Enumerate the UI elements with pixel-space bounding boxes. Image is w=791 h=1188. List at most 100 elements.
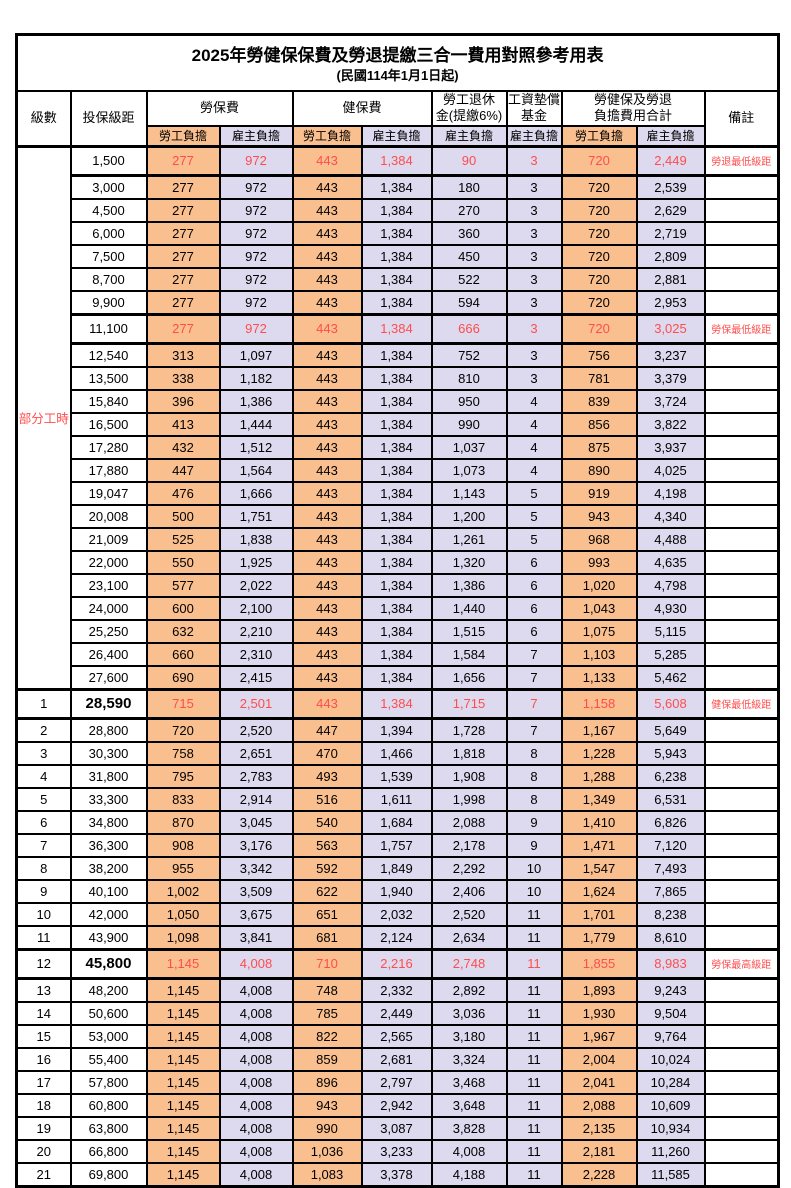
- cell-health-employee: 443: [291, 220, 363, 246]
- cell-wage-fund-employer: 11: [505, 947, 563, 980]
- cell-health-employee: 1,036: [291, 1138, 363, 1164]
- cell-health-employer: 1,539: [360, 763, 433, 789]
- cell-pension-employer: 594: [430, 289, 508, 315]
- cell-remark: [703, 434, 780, 460]
- cell-health-employer: 1,384: [360, 365, 433, 391]
- cell-total-employer: 6,826: [635, 809, 706, 835]
- cell-labor-employee: 660: [145, 641, 221, 667]
- cell-pension-employer: 2,520: [430, 901, 508, 927]
- cell-labor-employee: 476: [145, 480, 221, 506]
- cell-remark: [703, 480, 780, 506]
- cell-labor-employer: 2,022: [218, 572, 294, 598]
- cell-wage-fund-employer: 4: [505, 457, 563, 483]
- cell-health-employer: 1,384: [360, 220, 433, 246]
- cell-remark: [703, 832, 780, 858]
- cell-labor-employer: 972: [218, 312, 294, 345]
- cell-health-employee: 443: [291, 664, 363, 690]
- cell-health-employer: 1,384: [360, 457, 433, 483]
- cell-remark: [703, 1023, 780, 1049]
- cell-total-employer: 7,120: [635, 832, 706, 858]
- cell-level: 6: [15, 809, 72, 835]
- table-row: 9 40,100 1,002 3,509 622 1,940 2,406 10 1,624 7,8…: [15, 878, 780, 904]
- cell-labor-employer: 1,838: [218, 526, 294, 552]
- cell-labor-employee: 277: [145, 266, 221, 292]
- cell-labor-employee: 1,098: [145, 924, 221, 950]
- header-pension: 勞工退休 金(提繳6%): [430, 90, 508, 127]
- cell-pension-employer: 1,908: [430, 763, 508, 789]
- cell-remark: [703, 786, 780, 812]
- cell-total-employer: 10,024: [635, 1046, 706, 1072]
- cell-total-employee: 1,288: [560, 763, 638, 789]
- cell-remark: [703, 289, 780, 315]
- cell-health-employee: 443: [291, 342, 363, 368]
- cell-total-employee: 919: [560, 480, 638, 506]
- cell-labor-employee: 1,145: [145, 1069, 221, 1095]
- cell-bracket: 66,800: [69, 1138, 148, 1164]
- cell-bracket: 12,540: [69, 342, 148, 368]
- cell-total-employee: 943: [560, 503, 638, 529]
- cell-health-employer: 1,384: [360, 526, 433, 552]
- cell-remark: [703, 664, 780, 690]
- cell-health-employee: 943: [291, 1092, 363, 1118]
- cell-bracket: 36,300: [69, 832, 148, 858]
- cell-remark: [703, 220, 780, 246]
- cell-bracket: 55,400: [69, 1046, 148, 1072]
- cell-level: 8: [15, 855, 72, 881]
- cell-total-employee: 720: [560, 197, 638, 223]
- cell-bracket: 23,100: [69, 572, 148, 598]
- cell-remark: 勞退最低級距: [703, 144, 780, 177]
- cell-labor-employer: 1,751: [218, 503, 294, 529]
- cell-total-employer: 3,379: [635, 365, 706, 391]
- cell-labor-employer: 4,008: [218, 1000, 294, 1026]
- header-wage-fund-line2: 基金: [520, 108, 547, 124]
- cell-wage-fund-employer: 6: [505, 618, 563, 644]
- table-row: 25,250 632 2,210 443 1,384 1,515 6 1,075 5,115: [17, 618, 780, 644]
- cell-total-employer: 2,449: [635, 144, 706, 177]
- cell-total-employer: 2,953: [635, 289, 706, 315]
- cell-health-employer: 1,384: [360, 434, 433, 460]
- table-row: 20 66,800 1,145 4,008 1,036 3,233 4,008 11 2,181…: [15, 1138, 780, 1164]
- cell-health-employee: 443: [291, 243, 363, 269]
- cell-labor-employer: 2,520: [218, 717, 294, 743]
- table-row: 13 48,200 1,145 4,008 748 2,332 2,892 11 1,893 9,…: [15, 977, 780, 1003]
- cell-labor-employer: 2,210: [218, 618, 294, 644]
- cell-health-employer: 1,384: [360, 503, 433, 529]
- table-row: 14 50,600 1,145 4,008 785 2,449 3,036 11 1,930 9,…: [15, 1000, 780, 1026]
- cell-bracket: 16,500: [69, 411, 148, 437]
- cell-labor-employee: 1,145: [145, 947, 221, 980]
- cell-total-employee: 2,004: [560, 1046, 638, 1072]
- cell-total-employee: 1,349: [560, 786, 638, 812]
- cell-labor-employer: 972: [218, 289, 294, 315]
- table-header: 2025年勞健保保費及勞退提繳三合一費用對照參考用表 (民國114年1月1日起)…: [15, 33, 780, 147]
- cell-health-employer: 1,384: [360, 342, 433, 368]
- cell-pension-employer: 1,440: [430, 595, 508, 621]
- cell-bracket: 42,000: [69, 901, 148, 927]
- cell-wage-fund-employer: 11: [505, 1138, 563, 1164]
- cell-total-employer: 11,585: [635, 1161, 706, 1187]
- cell-labor-employee: 432: [145, 434, 221, 460]
- cell-health-employer: 1,384: [360, 266, 433, 292]
- cell-labor-employee: 500: [145, 503, 221, 529]
- table-row: 27,600 690 2,415 443 1,384 1,656 7 1,133 5,462: [17, 664, 780, 690]
- cell-wage-fund-employer: 10: [505, 878, 563, 904]
- cell-health-employee: 681: [291, 924, 363, 950]
- cell-bracket: 7,500: [69, 243, 148, 269]
- cell-health-employee: 540: [291, 809, 363, 835]
- cell-total-employee: 2,088: [560, 1092, 638, 1118]
- table-title-cell: 2025年勞健保保費及勞退提繳三合一費用對照參考用表 (民國114年1月1日起): [15, 33, 780, 92]
- cell-health-employee: 443: [291, 434, 363, 460]
- cell-remark: [703, 641, 780, 667]
- cell-labor-employee: 525: [145, 526, 221, 552]
- table-row: 9,900 277 972 443 1,384 594 3 720 2,953: [17, 289, 780, 315]
- cell-bracket: 25,250: [69, 618, 148, 644]
- cell-labor-employee: 1,145: [145, 1046, 221, 1072]
- cell-level: 10: [15, 901, 72, 927]
- cell-pension-employer: 1,515: [430, 618, 508, 644]
- cell-remark: [703, 365, 780, 391]
- cell-labor-employer: 3,841: [218, 924, 294, 950]
- cell-pension-employer: 2,634: [430, 924, 508, 950]
- cell-pension-employer: 1,073: [430, 457, 508, 483]
- cell-health-employer: 1,384: [360, 664, 433, 690]
- cell-level: 9: [15, 878, 72, 904]
- table-row: 6 34,800 870 3,045 540 1,684 2,088 9 1,410 6,826: [15, 809, 780, 835]
